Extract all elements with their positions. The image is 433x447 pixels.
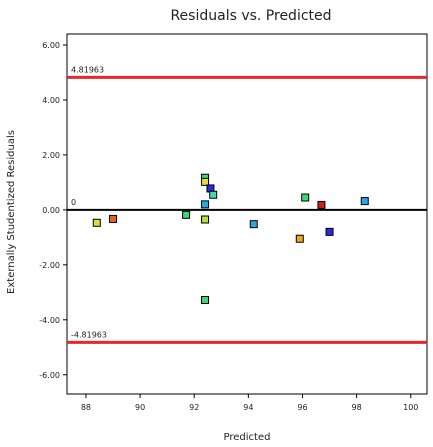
- y-tick-label: 6.00: [42, 41, 60, 50]
- y-axis-ticks: 6.00 4.00 2.00 0.00 -2.00 -4.00 -6.00: [39, 41, 67, 380]
- data-point: [325, 227, 334, 236]
- limit-line-label: 4.81963: [71, 65, 104, 74]
- y-tick-label: 2.00: [42, 151, 60, 160]
- x-tick-label: 92: [189, 403, 199, 412]
- data-point: [182, 210, 191, 219]
- zero-line-label: 0: [71, 198, 76, 207]
- data-point: [295, 234, 304, 243]
- y-tick-label: 4.00: [42, 96, 60, 105]
- x-tick-label: 100: [403, 403, 418, 412]
- reference-lines: 4.81963 0 -4.81963: [67, 65, 427, 344]
- x-tick-label: 96: [297, 403, 307, 412]
- data-point: [92, 218, 101, 227]
- data-point: [201, 177, 210, 186]
- data-points: [92, 173, 369, 305]
- y-axis-label: Externally Studentized Residuals: [6, 130, 17, 294]
- data-point: [249, 220, 258, 229]
- data-point: [109, 214, 118, 223]
- data-point: [201, 296, 210, 305]
- y-tick-label: -2.00: [39, 261, 60, 270]
- x-tick-label: 98: [352, 403, 362, 412]
- data-point: [360, 197, 369, 206]
- data-point: [209, 190, 218, 199]
- data-point: [317, 200, 326, 209]
- x-tick-label: 94: [243, 403, 253, 412]
- limit-line-label: -4.81963: [71, 330, 107, 339]
- y-tick-label: -4.00: [39, 316, 60, 325]
- data-point: [301, 193, 310, 202]
- data-point: [201, 200, 210, 209]
- data-point: [201, 215, 210, 224]
- x-axis-ticks: 88 90 92 94 96 98 100: [81, 394, 418, 412]
- chart-title: Residuals vs. Predicted: [170, 8, 331, 24]
- plot-frame: [66, 33, 428, 395]
- x-axis-label: Predicted: [224, 432, 271, 443]
- y-tick-label: -6.00: [39, 371, 60, 380]
- x-tick-label: 90: [135, 403, 145, 412]
- x-tick-label: 88: [81, 403, 91, 412]
- y-tick-label: 0.00: [42, 206, 60, 215]
